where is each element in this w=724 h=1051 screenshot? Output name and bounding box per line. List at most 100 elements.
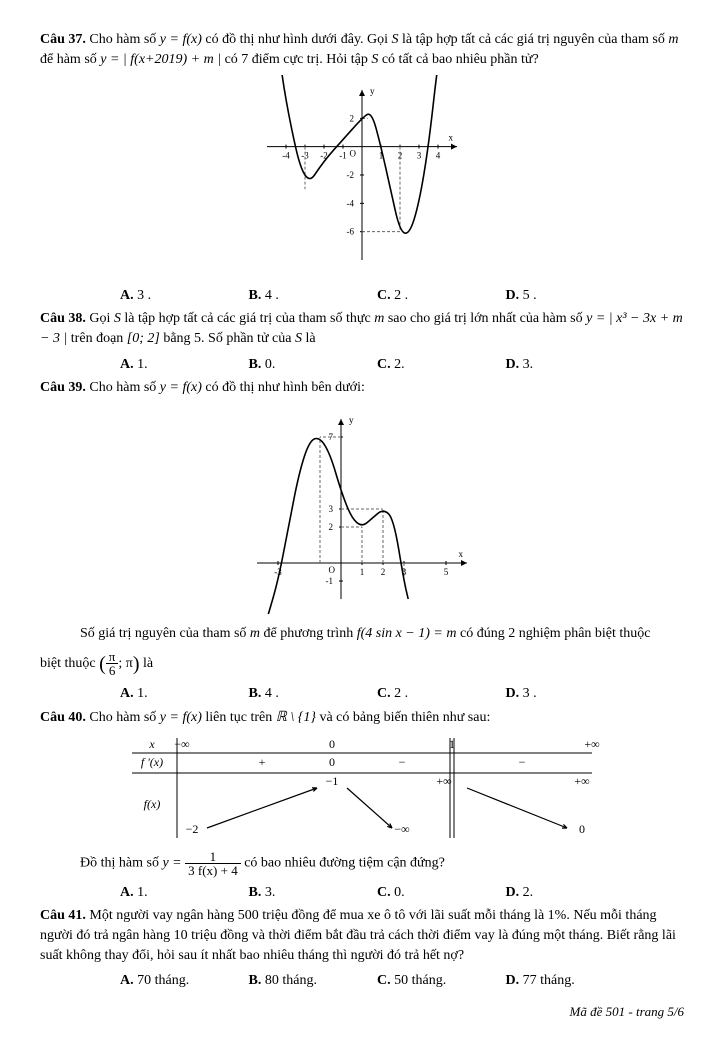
q38-t2: là tập hợp tất cả các giá trị của tham s…: [124, 311, 374, 326]
q37-m1: y = f(x): [160, 32, 202, 47]
q41-label: Câu 41.: [40, 908, 86, 923]
q39-graph-wrap: xyO-31235-1237: [40, 404, 684, 621]
svg-text:-2: -2: [347, 170, 355, 180]
svg-text:+∞: +∞: [436, 774, 451, 788]
svg-text:x: x: [459, 549, 464, 559]
q39-text-below: Số giá trị nguyên của tham số m để phươn…: [80, 624, 684, 644]
svg-text:1: 1: [449, 737, 455, 751]
q40-t5: có bao nhiêu đường tiệm cận đứng?: [244, 855, 445, 870]
q37-graph-wrap: xyO-4-3-2-11234-6-4-22: [40, 75, 684, 282]
q39-frac-den: 6: [106, 664, 119, 677]
q40-d-text: 2.: [523, 885, 534, 900]
q37-t4: để hàm số: [40, 52, 100, 67]
svg-text:−∞: −∞: [394, 822, 409, 836]
q39-m2: f(4 sin x − 1) = m: [357, 626, 457, 641]
q41-a-text: 70 tháng.: [137, 973, 189, 988]
q37-choice-b: B. 4 .: [249, 286, 378, 306]
q40-variation-table: x−∞01+∞f '(x)+0−−f(x)−1+∞+∞−2−∞0: [40, 733, 684, 850]
q39-graph: xyO-31235-1237: [242, 404, 482, 614]
q37-t6: có tất cả bao nhiêu phần tử?: [382, 52, 539, 67]
q38-t5: bằng 5. Số phần tử của: [163, 331, 295, 346]
q40-below: Đồ thị hàm số y = 13 f(x) + 4 có bao nhi…: [80, 850, 684, 877]
q37-choice-d: D. 5 .: [506, 286, 635, 306]
q37-choice-a: A. 3 .: [120, 286, 249, 306]
q40-frac-den: 3 f(x) + 4: [185, 864, 241, 877]
svg-text:0: 0: [579, 822, 585, 836]
q37-d-text: 5 .: [523, 288, 537, 303]
svg-text:3: 3: [417, 151, 422, 161]
q41-choice-c: C. 50 tháng.: [377, 971, 506, 991]
q39-paren-open: (: [99, 653, 106, 675]
svg-text:−1: −1: [326, 774, 339, 788]
svg-text:1: 1: [360, 567, 365, 577]
q38-mS2: S: [295, 331, 302, 346]
q40-m1: y = f(x): [160, 710, 202, 725]
question-41: Câu 41. Một người vay ngân hàng 500 triệ…: [40, 906, 684, 965]
q38-choice-a: A. 1.: [120, 355, 249, 375]
svg-text:−: −: [399, 755, 406, 769]
q37-choice-c: C. 2 .: [377, 286, 506, 306]
q37-t3: là tập hợp tất cả các giá trị nguyên của…: [402, 32, 668, 47]
q37-mS2: S: [371, 52, 378, 67]
q38-t3: sao cho giá trị lớn nhất của hàm số: [388, 311, 586, 326]
q40-choices: A. 1. B. 3. C. 0. D. 2.: [120, 883, 634, 903]
q40-m3p: y =: [162, 855, 185, 870]
q39-t1: Cho hàm số: [89, 380, 159, 395]
svg-text:y: y: [370, 86, 375, 96]
q40-choice-b: B. 3.: [249, 883, 378, 903]
svg-text:f(x): f(x): [144, 797, 161, 811]
svg-text:3: 3: [329, 504, 334, 514]
q37-mS: S: [392, 32, 399, 47]
q37-graph: xyO-4-3-2-11234-6-4-22: [252, 75, 472, 275]
q37-a-text: 3 .: [137, 288, 151, 303]
q41-choice-b: B. 80 tháng.: [249, 971, 378, 991]
q39-sep: ; π: [118, 656, 132, 671]
svg-text:+: +: [259, 755, 266, 769]
q39-b-text: 4 .: [265, 686, 279, 701]
q39-t6: là: [143, 656, 153, 671]
q41-b-text: 80 tháng.: [265, 973, 317, 988]
q37-mm: m: [668, 32, 678, 47]
q39-choice-c: C. 2 .: [377, 684, 506, 704]
svg-text:-4: -4: [347, 199, 355, 209]
q37-t1: Cho hàm số: [89, 32, 159, 47]
q39-choice-b: B. 4 .: [249, 684, 378, 704]
q41-c-text: 50 tháng.: [394, 973, 446, 988]
svg-text:-1: -1: [326, 576, 334, 586]
q40-label: Câu 40.: [40, 710, 86, 725]
q37-t5: có 7 điểm cực trị. Hỏi tập: [225, 52, 372, 67]
q39-choices: A. 1. B. 4 . C. 2 . D. 3 .: [120, 684, 634, 704]
q38-choices: A. 1. B. 0. C. 2. D. 3.: [120, 355, 634, 375]
q40-frac-num: 1: [185, 850, 241, 864]
q40-choice-c: C. 0.: [377, 883, 506, 903]
q39-a-text: 1.: [137, 686, 148, 701]
svg-text:0: 0: [329, 737, 335, 751]
page-footer: Mã đề 501 - trang 5/6: [40, 1003, 684, 1021]
svg-text:x: x: [148, 737, 155, 751]
q38-t6: là: [305, 331, 315, 346]
q37-t2: có đồ thị như hình dưới đây. Gọi: [205, 32, 391, 47]
q39-choice-a: A. 1.: [120, 684, 249, 704]
svg-text:+∞: +∞: [574, 774, 589, 788]
svg-text:-1: -1: [339, 151, 347, 161]
q38-a-text: 1.: [137, 357, 148, 372]
q39-mm: m: [250, 626, 260, 641]
svg-text:-6: -6: [347, 227, 355, 237]
svg-text:O: O: [329, 565, 336, 575]
svg-text:4: 4: [436, 151, 441, 161]
svg-text:2: 2: [350, 114, 355, 124]
q39-t3: Số giá trị nguyên của tham số: [80, 626, 250, 641]
q40-choice-a: A. 1.: [120, 883, 249, 903]
q39-frac: π6: [106, 650, 119, 677]
q40-t2: liên tục trên: [205, 710, 275, 725]
q41-choice-a: A. 70 tháng.: [120, 971, 249, 991]
q38-choice-b: B. 0.: [249, 355, 378, 375]
question-39: Câu 39. Cho hàm số y = f(x) có đồ thị nh…: [40, 378, 684, 398]
q39-interval: biệt thuộc (π6; π) là: [40, 650, 684, 678]
q41-choice-d: D. 77 tháng.: [506, 971, 635, 991]
q38-d-text: 3.: [523, 357, 534, 372]
q38-c-text: 2.: [394, 357, 405, 372]
svg-text:−∞: −∞: [174, 737, 189, 751]
q39-t2: có đồ thị như hình bên dưới:: [205, 380, 364, 395]
svg-text:2: 2: [381, 567, 386, 577]
